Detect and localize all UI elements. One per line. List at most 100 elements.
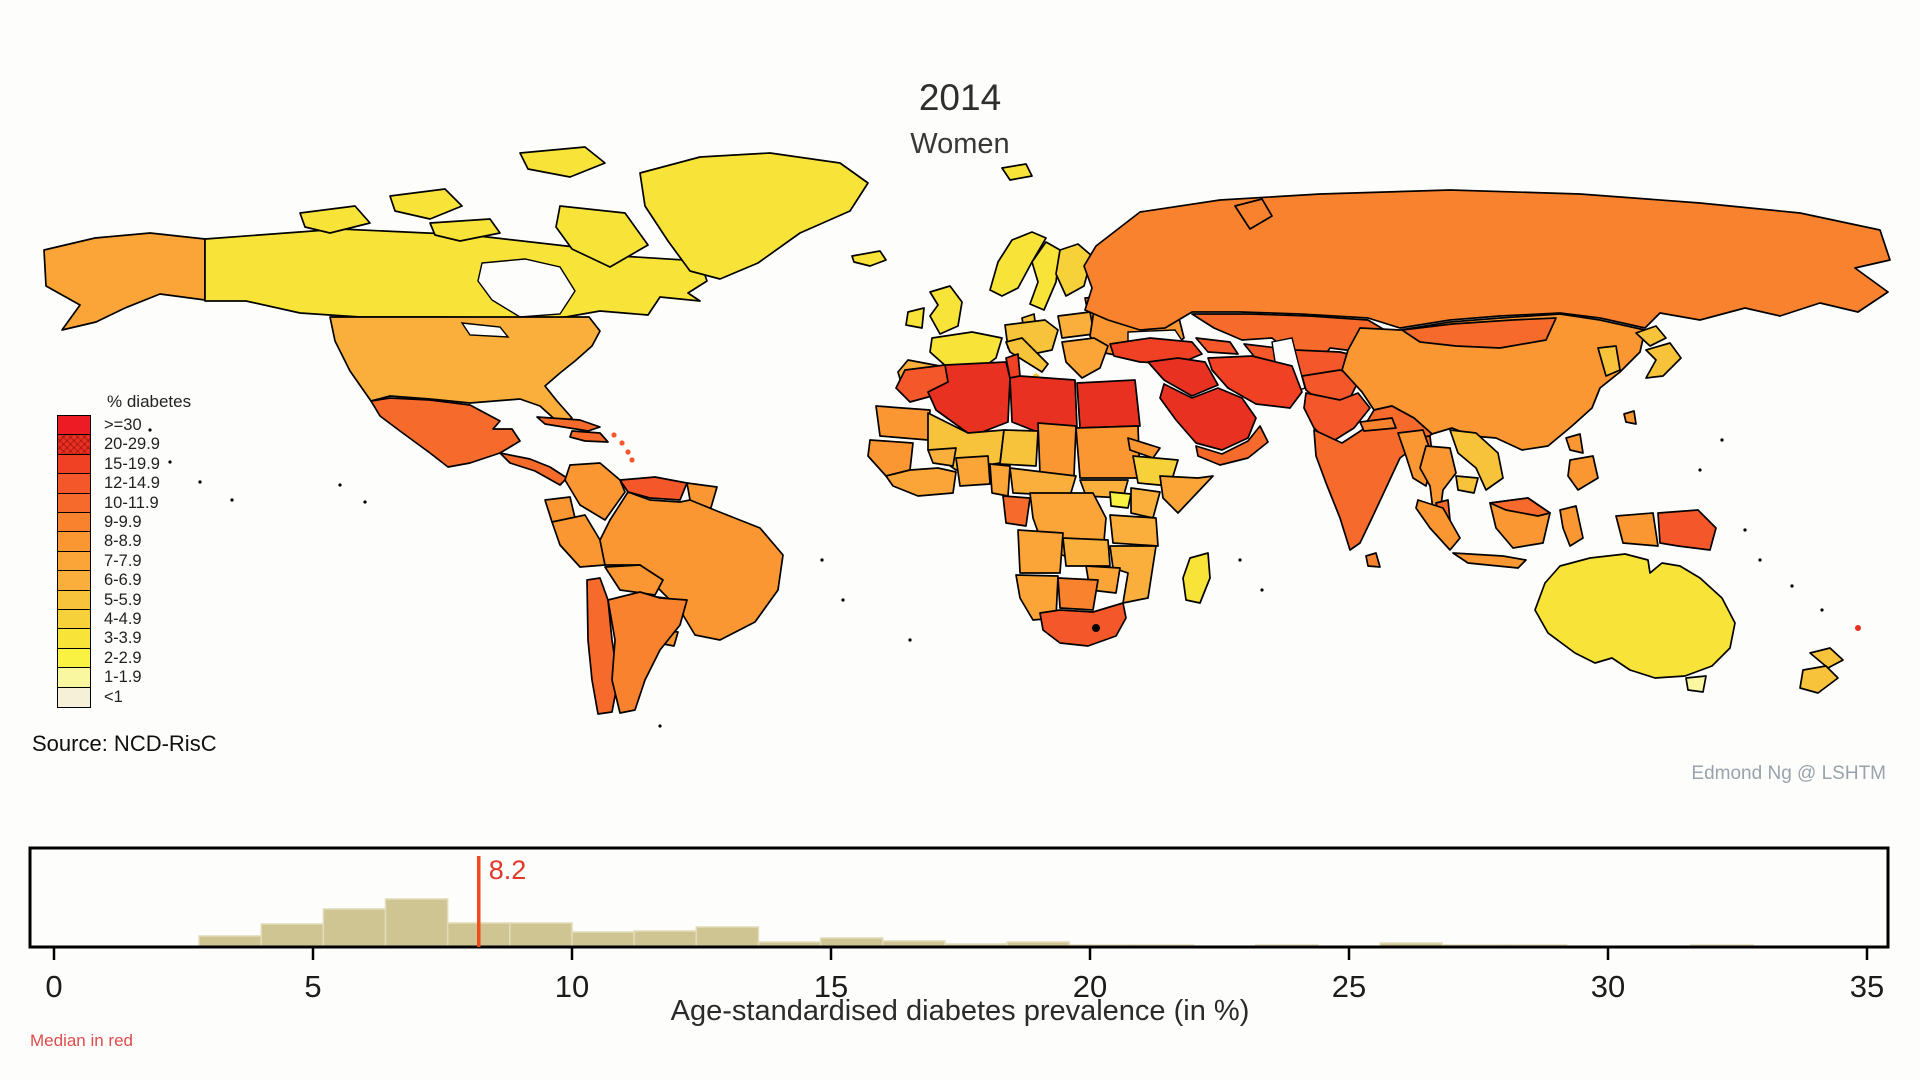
hudson-bay [477, 258, 576, 318]
country-australia [1534, 553, 1736, 679]
country-zambia [1062, 537, 1111, 567]
x-axis-tick-label: 35 [1850, 969, 1884, 1004]
country-japan [1635, 325, 1667, 347]
island-novaya-zemlya [1234, 198, 1273, 230]
region-caucasus [1195, 337, 1239, 355]
country-papua-new-guinea [1657, 509, 1717, 551]
x-axis-tick-label: 15 [814, 969, 848, 1004]
legend-item: 8-8.9 [57, 531, 191, 553]
x-axis-tick-label: 20 [1073, 969, 1107, 1004]
map-legend: % diabetes >=30 20-29.9 15-19.9 12-14.9 10-1… [57, 392, 191, 708]
world-choropleth-map [43, 146, 1891, 728]
country-russia [1083, 189, 1891, 331]
island-sulawesi [1559, 505, 1584, 547]
island-taiwan [1623, 410, 1637, 425]
legend-swatch [57, 492, 91, 514]
legend-swatch [57, 667, 91, 689]
country-kenya [1130, 487, 1161, 519]
legend-swatch [57, 647, 91, 669]
country-nepal [1359, 417, 1397, 432]
legend-label: 7-7.9 [104, 551, 142, 570]
legend-item: 1-1.9 [57, 667, 191, 689]
canada-arctic-islands [299, 205, 371, 234]
region-west-papua [1615, 512, 1659, 547]
legend-swatch [57, 589, 91, 611]
country-chad [1037, 422, 1077, 477]
small-island-dots [148, 428, 1824, 728]
credit-note: Edmond Ng @ LSHTM [1691, 763, 1886, 784]
legend-swatch [57, 434, 91, 456]
year-title: 2014 [918, 77, 1002, 118]
legend-swatch [57, 570, 91, 592]
lesotho-enclave [1092, 624, 1100, 632]
country-argentina [607, 591, 688, 714]
region-gabon-congo [1002, 495, 1031, 527]
legend-item: 4-4.9 [57, 609, 191, 631]
country-philippines [1567, 455, 1599, 491]
legend-swatch [57, 531, 91, 553]
prevalence-histogram: 8.2 0 5 10 15 20 25 30 35 [28, 846, 1890, 1004]
x-axis-tick-label: 10 [555, 969, 589, 1004]
legend-label: 1-1.9 [104, 668, 142, 687]
country-cameroon [989, 463, 1011, 497]
legend-swatch [57, 609, 91, 631]
legend-item: 10-11.9 [57, 492, 191, 514]
country-niger [999, 429, 1039, 467]
country-ireland [905, 307, 925, 329]
island-fiji [1855, 625, 1861, 631]
region-yemen-oman [1195, 425, 1269, 466]
country-italy [1005, 337, 1049, 373]
country-cuba [536, 416, 601, 432]
country-iceland [851, 250, 887, 267]
country-mexico [370, 397, 521, 468]
country-greenland [639, 152, 869, 280]
country-south-africa [1039, 602, 1127, 647]
legend-label: 9-9.9 [104, 513, 142, 532]
country-botswana [1057, 577, 1099, 611]
legend-label: 8-8.9 [104, 532, 142, 551]
plot-frame [28, 846, 1890, 949]
legend-item: 5-5.9 [57, 589, 191, 611]
legend-label: 15-19.9 [104, 454, 160, 473]
legend-items: >=30 20-29.9 15-19.9 12-14.9 10-11.9 9-9.9 8-8… [57, 415, 191, 708]
country-mauritania [875, 405, 931, 441]
canada-arctic-islands [389, 188, 463, 220]
country-pakistan [1303, 392, 1371, 444]
canada-arctic-islands [555, 205, 649, 268]
country-sri-lanka [1365, 552, 1381, 568]
legend-item: 6-6.9 [57, 570, 191, 592]
legend-swatch [57, 415, 91, 436]
legend-item: 15-19.9 [57, 453, 191, 475]
x-axis-tick-label: 0 [45, 969, 62, 1004]
chart-titles: 2014 Women [0, 77, 1920, 161]
country-brazil [599, 491, 784, 641]
region-west-africa-coast [885, 467, 957, 497]
histogram-bar [509, 922, 573, 948]
legend-item: 7-7.9 [57, 550, 191, 572]
country-peru [551, 514, 606, 568]
region-korea [1597, 345, 1621, 377]
country-uganda [1109, 491, 1132, 509]
country-sudan [1075, 425, 1141, 479]
legend-label: 10-11.9 [104, 493, 159, 512]
country-colombia [564, 462, 626, 521]
histogram-bar [384, 898, 449, 948]
island-sumatra [1415, 499, 1461, 551]
histogram-bar [198, 935, 262, 948]
country-finland [1055, 243, 1093, 297]
lesser-antilles-dots [619, 440, 625, 446]
country-egypt [1076, 379, 1141, 429]
legend-item: 3-3.9 [57, 628, 191, 650]
legend-swatch [57, 453, 91, 475]
median-footnote: Median in red [30, 1031, 134, 1050]
great-lakes [460, 322, 510, 338]
canada-arctic-islands [519, 146, 606, 178]
legend-item: >=30 [57, 415, 191, 436]
country-mongolia [1401, 317, 1557, 349]
country-new-zealand [1809, 647, 1844, 669]
legend-label: 4-4.9 [104, 610, 142, 629]
lesser-antilles-dots [611, 432, 617, 438]
sex-subtitle: Women [910, 127, 1010, 160]
country-iran [1207, 355, 1303, 409]
lesser-antilles-dots [629, 457, 635, 463]
